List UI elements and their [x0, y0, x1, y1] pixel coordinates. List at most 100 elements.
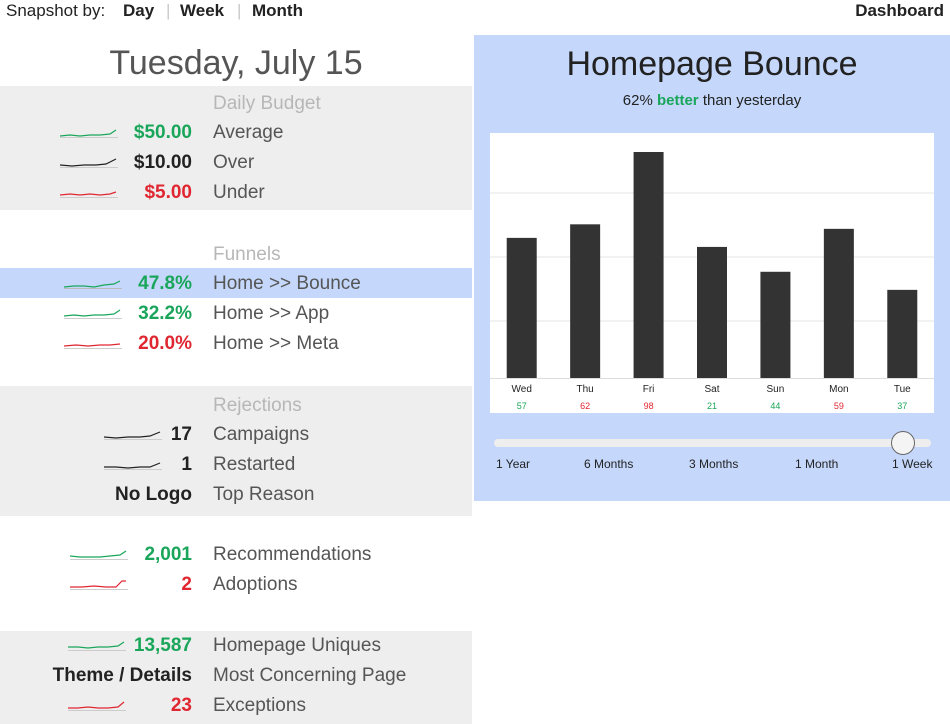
budget-average-label: Average	[213, 122, 284, 143]
snapshot-week-button[interactable]: Week	[180, 1, 225, 20]
sparkline-icon	[68, 701, 126, 711]
data-label-wed: 57	[517, 401, 527, 411]
data-label-fri: 98	[644, 401, 654, 411]
rejections-band	[0, 386, 472, 516]
bar-tue	[887, 289, 918, 378]
daily-budget-band	[0, 86, 472, 210]
range-1-week[interactable]: 1 Week	[892, 457, 933, 471]
tick-label-fri: Fri	[643, 384, 655, 395]
range-1-year[interactable]: 1 Year	[496, 457, 531, 471]
adoptions-value: 2	[181, 574, 192, 595]
rejection-restarted-label: Restarted	[213, 454, 296, 475]
bar-mon	[823, 228, 854, 378]
range-6-months[interactable]: 6 Months	[584, 457, 634, 471]
sparkline-icon	[70, 580, 128, 590]
rejection-row-campaigns[interactable]: 17 Campaigns	[0, 421, 472, 451]
sparkline-icon	[68, 641, 126, 651]
rejection-top-reason-label: Top Reason	[213, 484, 315, 505]
rejections-title: Rejections	[213, 395, 302, 416]
sparkline-icon	[64, 309, 122, 319]
funnel-row-bounce[interactable]: 47.8% Home >> Bounce	[0, 270, 472, 300]
bar-fri	[633, 152, 664, 378]
snapshot-month-button[interactable]: Month	[252, 1, 303, 20]
rejection-restarted-value: 1	[181, 454, 192, 475]
selected-row-highlight	[0, 268, 472, 298]
exceptions-label: Exceptions	[213, 695, 306, 716]
time-range-slider[interactable]	[494, 439, 931, 447]
recommendations-label: Recommendations	[213, 544, 372, 565]
rejection-top-reason-value: No Logo	[114, 484, 192, 505]
funnel-bounce-value: 47.8%	[138, 273, 192, 294]
sparkline-icon	[70, 550, 128, 560]
tick-label-sat: Sat	[704, 384, 719, 395]
date-title: Tuesday, July 15	[109, 44, 363, 82]
daily-budget-title: Daily Budget	[213, 93, 321, 114]
snapshot-separator: |	[237, 1, 242, 20]
rejection-campaigns-value: 17	[170, 424, 192, 445]
rejection-row-restarted[interactable]: 1 Restarted	[0, 451, 472, 481]
concerning-page-value: Theme / Details	[52, 665, 192, 686]
tick-label-mon: Mon	[829, 384, 848, 395]
subtitle-emphasis: better	[656, 92, 699, 109]
subtitle-suffix: than yesterday	[702, 92, 802, 109]
homepage-bounce-panel: Homepage Bounce 62% better than yesterda…	[474, 35, 950, 501]
slider-handle[interactable]	[891, 431, 915, 455]
sparkline-icon	[60, 129, 118, 138]
sparkline-icon	[104, 462, 162, 470]
bar-wed	[506, 237, 537, 378]
recommendations-value: 2,001	[144, 544, 192, 565]
budget-row-average[interactable]: $50.00 Average	[0, 119, 472, 149]
data-label-thu: 62	[580, 401, 590, 411]
budget-under-label: Under	[213, 182, 265, 203]
recommendations-row[interactable]: 2,001 Recommendations	[0, 541, 472, 571]
snapshot-separator: |	[166, 1, 171, 20]
funnel-meta-label: Home >> Meta	[213, 333, 339, 354]
concerning-page-label: Most Concerning Page	[213, 665, 407, 686]
homepage-uniques-label: Homepage Uniques	[213, 635, 381, 656]
snapshot-day-button[interactable]: Day	[123, 1, 155, 20]
chart-subtitle: 62% better than yesterday	[474, 92, 950, 109]
range-3-months[interactable]: 3 Months	[689, 457, 739, 471]
homepage-uniques-row[interactable]: 13,587 Homepage Uniques	[0, 632, 472, 662]
data-label-mon: 59	[834, 401, 844, 411]
bar-sat	[697, 246, 727, 378]
funnels-title: Funnels	[213, 244, 281, 265]
data-label-sun: 44	[770, 401, 780, 411]
bar-chart: Wed 57 Thu 62 Fri 98 Sat 21 Sun 44 Mon 59 Tue 37	[490, 133, 934, 413]
budget-average-value: $50.00	[133, 122, 192, 143]
funnel-bounce-label: Home >> Bounce	[213, 273, 361, 294]
sparkline-icon	[64, 343, 122, 349]
sparkline-icon	[60, 158, 118, 168]
data-label-tue: 37	[897, 401, 907, 411]
funnel-row-app[interactable]: 32.2% Home >> App	[0, 300, 472, 330]
top-bar: Snapshot by: Day | Week | Month Dashboar…	[0, 0, 950, 24]
range-1-month[interactable]: 1 Month	[795, 457, 839, 471]
bar-chart-svg: Wed 57 Thu 62 Fri 98 Sat 21 Sun 44 Mon 59 Tue 37	[490, 152, 934, 411]
dashboard-link[interactable]: Dashboard	[855, 1, 944, 20]
sparkline-icon	[104, 431, 162, 440]
budget-over-value: $10.00	[133, 152, 192, 173]
sparkline-icon	[60, 191, 118, 198]
sparkline-icon	[64, 280, 122, 289]
homepage-uniques-value: 13,587	[133, 635, 192, 656]
adoptions-row[interactable]: 2 Adoptions	[0, 571, 472, 601]
budget-row-under[interactable]: $5.00 Under	[0, 179, 472, 209]
tick-label-wed: Wed	[512, 384, 532, 395]
funnel-row-meta[interactable]: 20.0% Home >> Meta	[0, 330, 472, 360]
funnel-meta-value: 20.0%	[138, 333, 192, 354]
exceptions-value: 23	[170, 695, 192, 716]
exceptions-row[interactable]: 23 Exceptions	[0, 692, 472, 722]
adoptions-label: Adoptions	[213, 574, 298, 595]
tick-label-thu: Thu	[577, 384, 594, 395]
budget-over-label: Over	[213, 152, 255, 173]
chart-title: Homepage Bounce	[566, 45, 858, 83]
snapshot-label: Snapshot by:	[6, 1, 106, 20]
data-label-sat: 21	[707, 401, 717, 411]
tick-label-sun: Sun	[767, 384, 785, 395]
budget-row-over[interactable]: $10.00 Over	[0, 149, 472, 179]
concerning-page-row[interactable]: Theme / Details Most Concerning Page	[0, 662, 472, 692]
subtitle-percent: 62%	[622, 92, 653, 109]
bar-sun	[760, 271, 791, 378]
rejection-row-top-reason[interactable]: No Logo Top Reason	[0, 481, 472, 511]
budget-under-value: $5.00	[144, 182, 192, 203]
